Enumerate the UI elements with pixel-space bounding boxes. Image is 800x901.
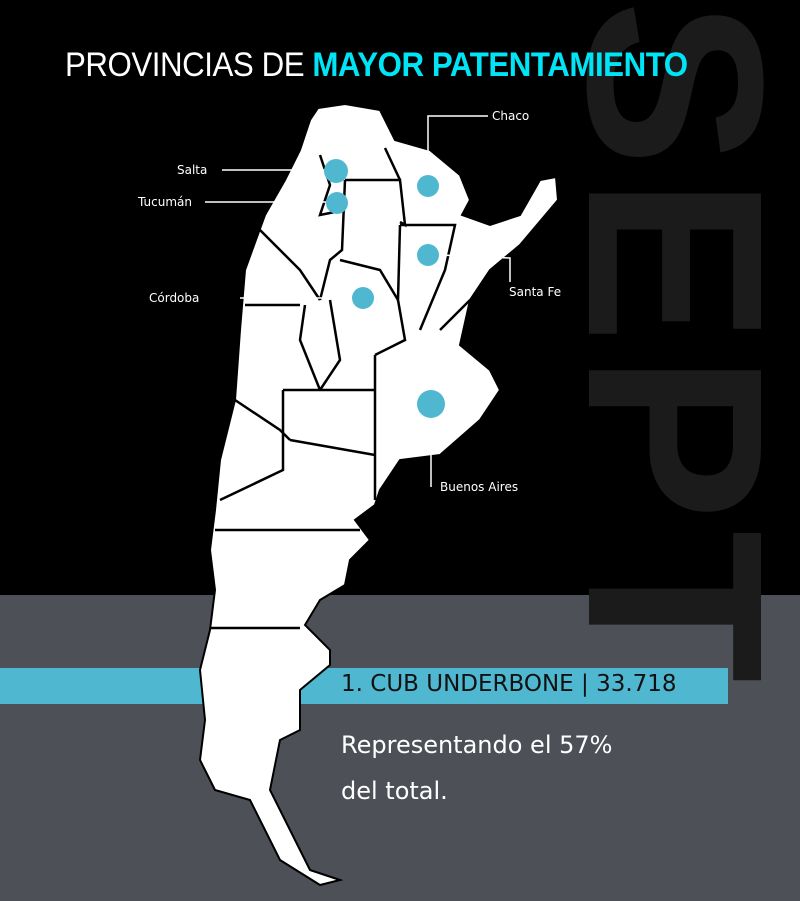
label-salta: Salta [177,163,208,177]
page-title: PROVINCIAS DE MAYOR PATENTAMIENTO [65,46,688,85]
leader-lines [205,115,511,487]
bottom-panel [0,595,800,901]
marker-salta [324,159,348,183]
marker-chaco [417,175,439,197]
description-line-2: del total. [341,777,448,805]
marker-cordoba [352,287,374,309]
ranking-description: Representando el 57% del total. [341,722,612,814]
label-santa-fe: Santa Fe [509,285,562,299]
marker-tucuman [326,192,348,214]
argentina-outline [198,102,560,887]
marker-santa-fe [417,244,439,266]
province-markers [324,159,445,418]
title-highlight: MAYOR PATENTAMIENTO [312,46,688,84]
label-tucuman: Tucumán [138,195,192,209]
label-buenos-aires: Buenos Aires [440,480,519,494]
label-cordoba: Córdoba [149,291,200,305]
label-chaco: Chaco [492,109,530,123]
marker-buenos-aires [417,390,445,418]
ranking-label: 1. CUB UNDERBONE | 33.718 [341,671,677,697]
description-line-1: Representando el 57% [341,731,613,759]
province-borders [210,147,471,630]
title-prefix: PROVINCIAS DE [65,46,313,84]
ranking-bar [0,668,728,704]
